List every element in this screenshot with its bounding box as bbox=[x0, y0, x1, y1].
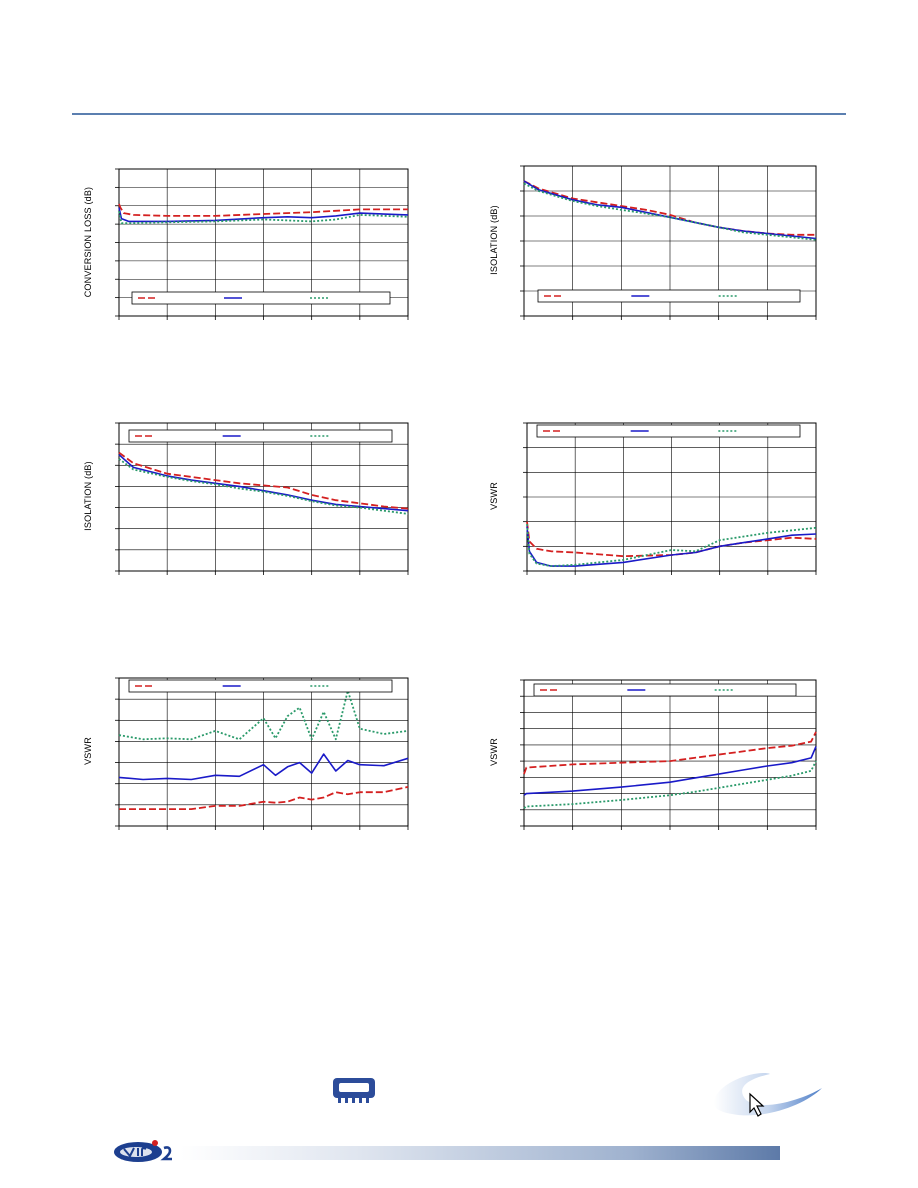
legend-box bbox=[128, 429, 393, 443]
series-line-green bbox=[118, 211, 409, 225]
legend-box bbox=[131, 291, 391, 305]
brand-logo-icon bbox=[114, 1140, 172, 1162]
series-line-blue bbox=[118, 753, 409, 781]
legend-box bbox=[533, 683, 797, 697]
series-line-red bbox=[523, 731, 817, 775]
footer-gradient-bar bbox=[180, 1146, 780, 1160]
header-rule bbox=[72, 113, 846, 115]
series-line-blue bbox=[118, 454, 409, 512]
chip-icon bbox=[333, 1078, 375, 1103]
y-axis-label: VSWR bbox=[489, 738, 499, 766]
series-line-red bbox=[523, 180, 816, 236]
series-line-red bbox=[118, 203, 408, 217]
series-line-blue bbox=[523, 746, 817, 796]
series-line-green bbox=[526, 524, 817, 567]
series-line-red bbox=[118, 451, 409, 510]
series-line-red bbox=[119, 786, 409, 810]
legend-box bbox=[537, 289, 801, 303]
series-line-blue bbox=[118, 207, 409, 223]
legend-box bbox=[128, 679, 393, 693]
cursor-swoosh-icon bbox=[713, 1073, 822, 1117]
series-line-green bbox=[523, 182, 817, 241]
series-line-blue bbox=[523, 180, 817, 240]
series-line-green bbox=[118, 458, 409, 515]
series-line-green bbox=[118, 689, 409, 741]
legend-box bbox=[536, 424, 801, 438]
series-line-green bbox=[523, 760, 817, 809]
